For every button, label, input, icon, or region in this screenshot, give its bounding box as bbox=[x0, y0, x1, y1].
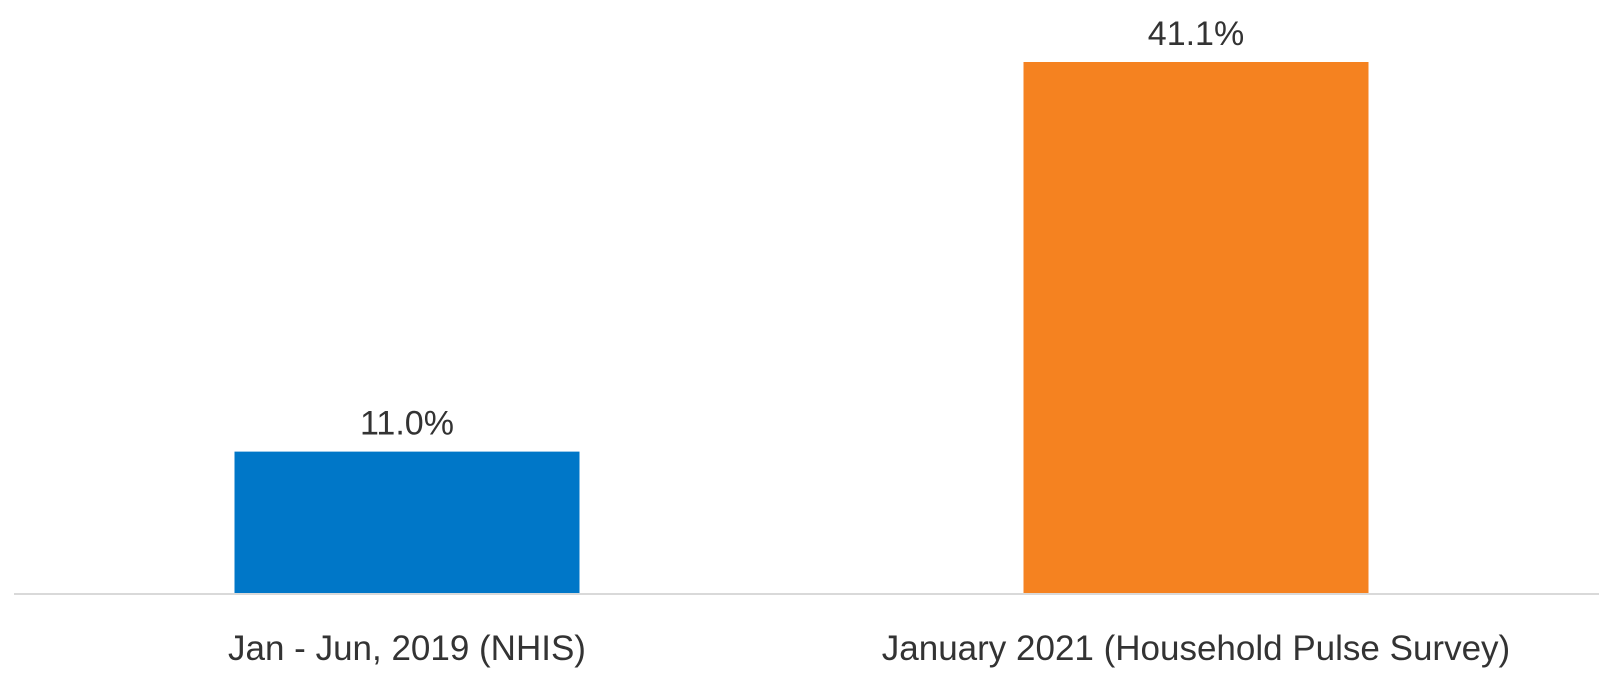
data-label-2: 41.1% bbox=[1148, 15, 1244, 53]
bar-1 bbox=[234, 451, 580, 594]
bars-layer bbox=[234, 62, 1369, 594]
x-tick-label-2: January 2021 (Household Pulse Survey) bbox=[882, 629, 1510, 668]
data-label-1: 11.0% bbox=[360, 405, 454, 443]
data-labels-layer: 11.0% 41.1% bbox=[360, 15, 1244, 443]
x-tick-labels-layer: Jan - Jun, 2019 (NHIS) January 2021 (Hous… bbox=[228, 629, 1510, 668]
x-tick-label-1: Jan - Jun, 2019 (NHIS) bbox=[228, 629, 586, 668]
bar-2 bbox=[1023, 62, 1369, 594]
